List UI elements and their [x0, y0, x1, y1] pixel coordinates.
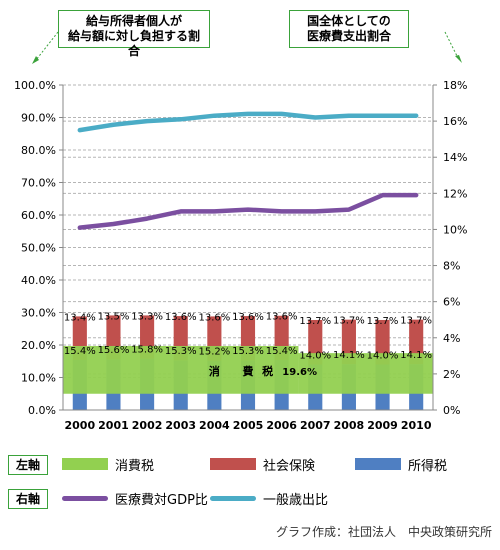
x-tick-label: 2006 [266, 419, 297, 432]
x-tick-label: 2004 [199, 419, 230, 432]
legend-left-axis-tag: 左軸 [8, 455, 48, 475]
legend-label-income: 所得税 [408, 459, 448, 474]
left-tick-label: 80.0% [21, 144, 56, 157]
x-tick-label: 2002 [132, 419, 163, 432]
left-callout-line-2: 給与額に対し負担する割合 [67, 29, 200, 58]
left-axis-callout: 給与所得者個人が 給与額に対し負担する割合 [58, 10, 210, 58]
legend-swatch-consumption [62, 458, 108, 470]
left-callout-arrow [35, 31, 59, 61]
label-social-2002: 13.3% [131, 311, 163, 322]
label-social-2010: 13.7% [400, 316, 432, 327]
band-value-label: 19.6% [282, 367, 317, 378]
right-tick-label: 18% [443, 79, 467, 92]
data-label-layer: 消 費税 19.6% 15.4% 13.4% 15.6% 13.5% 15.8% 13.3% 15… [64, 311, 432, 378]
x-tick-label: 2005 [233, 419, 264, 432]
label-social-2008: 13.7% [333, 316, 365, 327]
right-axis-callout: 国全体としての 医療費支出割合 [289, 10, 409, 48]
x-tick-label: 2001 [98, 419, 129, 432]
right-tick-label: 16% [443, 115, 467, 128]
consumption-band-layer [63, 345, 433, 394]
label-social-2004: 13.6% [198, 312, 230, 323]
band-text-1: 消 [209, 364, 220, 378]
legend-label-consumption: 消費税 [115, 459, 155, 474]
left-tick-label: 50.0% [21, 242, 56, 255]
x-tick-label: 2007 [300, 419, 331, 432]
x-tick-label: 2003 [165, 419, 196, 432]
left-tick-label: 0.0% [28, 404, 56, 417]
consumption-band-2007-2010 [298, 353, 433, 394]
label-social-2006: 13.6% [266, 312, 298, 323]
left-tick-label: 60.0% [21, 209, 56, 222]
right-tick-label: 8% [443, 260, 460, 273]
left-tick-label: 40.0% [21, 274, 56, 287]
right-callout-line-1: 国全体としての [307, 14, 391, 28]
label-income-2006: 15.4% [266, 346, 298, 357]
legend-swatch-general [210, 496, 256, 501]
right-tick-label: 10% [443, 223, 467, 236]
legend-swatch-social [210, 458, 256, 470]
right-tick-label: 14% [443, 151, 467, 164]
band-text-3: 税 [262, 364, 273, 378]
label-income-2000: 15.4% [64, 346, 96, 357]
label-social-2009: 13.7% [367, 316, 399, 327]
label-social-2000: 13.4% [64, 312, 96, 323]
label-income-2007: 14.0% [299, 350, 331, 361]
left-tick-label: 90.0% [21, 112, 56, 125]
legend-label-general: 一般歳出比 [263, 493, 329, 508]
legend-label-gdp: 医療費対GDP比 [115, 493, 208, 508]
label-income-2005: 15.3% [232, 346, 264, 357]
right-tick-label: 4% [443, 332, 460, 345]
label-social-2005: 13.6% [232, 312, 264, 323]
right-callout-arrowhead [455, 55, 462, 63]
legend-label-social: 社会保険 [263, 459, 316, 474]
band-text-2: 費 [242, 364, 254, 378]
label-income-2003: 15.3% [165, 346, 197, 357]
bar-social-2008 [341, 319, 356, 365]
label-social-2003: 13.6% [165, 312, 197, 323]
legend-swatch-income [355, 458, 401, 470]
line-series-general [77, 111, 419, 133]
legend-swatch-gdp [62, 496, 108, 501]
left-tick-label: 70.0% [21, 177, 56, 190]
right-tick-label: 2% [443, 368, 460, 381]
left-callout-line-1: 給与所得者個人が [85, 14, 182, 28]
left-tick-label: 100.0% [14, 79, 56, 92]
chart: 消 費税 19.6% 15.4% 13.4% 15.6% 13.5% 15.8% 13.3% 15… [14, 31, 467, 432]
right-callout-arrow [444, 31, 459, 59]
right-tick-label: 12% [443, 187, 467, 200]
line-layer [77, 111, 419, 230]
label-income-2010: 14.1% [400, 350, 432, 361]
label-social-2001: 13.5% [98, 311, 130, 322]
axes-layer: 0.0% 10.0% 20.0% 30.0% 40.0% 50.0% 60.0% 70.0% 8… [14, 79, 467, 432]
left-tick-label: 20.0% [21, 339, 56, 352]
x-tick-label: 2008 [334, 419, 365, 432]
left-tick-label: 30.0% [21, 307, 56, 320]
left-callout-arrowhead [32, 56, 39, 64]
right-tick-label: 0% [443, 404, 460, 417]
right-callout-line-2: 医療費支出割合 [306, 29, 391, 43]
x-tick-label: 2000 [65, 419, 96, 432]
x-tick-label: 2009 [367, 419, 398, 432]
label-income-2008: 14.1% [333, 350, 365, 361]
left-tick-label: 10.0% [21, 372, 56, 385]
label-income-2002: 15.8% [131, 344, 163, 355]
line-series-gdp [77, 192, 419, 230]
label-income-2004: 15.2% [198, 346, 230, 357]
right-tick-label: 6% [443, 296, 460, 309]
x-tick-label: 2010 [401, 419, 432, 432]
consumption-band-2000-2006 [63, 345, 299, 394]
label-income-2001: 15.6% [98, 345, 130, 356]
chart-credit: グラフ作成：社団法人 中央政策研究所 [276, 525, 493, 539]
bar-social-2010 [409, 319, 424, 365]
label-social-2007: 13.7% [299, 316, 331, 327]
label-income-2009: 14.0% [367, 350, 399, 361]
legend-right-axis-tag: 右軸 [8, 489, 48, 509]
